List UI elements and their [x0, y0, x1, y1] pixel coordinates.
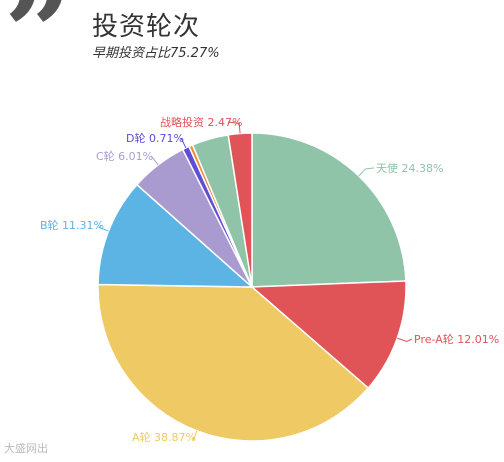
pie-slice-战略投资	[227, 132, 253, 288]
pie-slice-天使	[251, 132, 407, 288]
leader-line-Pre-A轮	[397, 337, 413, 342]
leader-line-C轮	[150, 155, 159, 166]
leader-line-B轮	[98, 224, 109, 232]
leader-line-天使	[358, 167, 375, 177]
chart-subtitle: 早期投资占比75.27%	[92, 46, 220, 61]
pie-slice-Pre-A轮	[250, 280, 407, 390]
chart-title: 投资轮次	[92, 12, 201, 42]
slice-label-C轮: C轮 6.01%	[96, 149, 153, 163]
pie-slice-A轮	[97, 283, 370, 442]
quote-mark-icon: ”	[4, 0, 74, 104]
leader-line-D轮	[180, 137, 187, 149]
watermark: 大盛网出	[4, 442, 48, 455]
pie-slice-B轮	[97, 183, 255, 288]
slice-label-B轮: B轮 11.31%	[40, 218, 104, 232]
slice-label-A轮: A轮 38.87%	[132, 430, 196, 444]
slice-label-D轮: D轮 0.71%	[126, 131, 184, 145]
leader-line-战略投资	[227, 121, 241, 134]
slice-label-天使: 天使 24.38%	[376, 162, 443, 175]
leader-line-A轮	[192, 430, 198, 441]
slice-label-Pre-A轮: Pre-A轮 12.01%	[414, 332, 499, 346]
slice-label-战略投资: 战略投资 2.47%	[160, 115, 242, 129]
